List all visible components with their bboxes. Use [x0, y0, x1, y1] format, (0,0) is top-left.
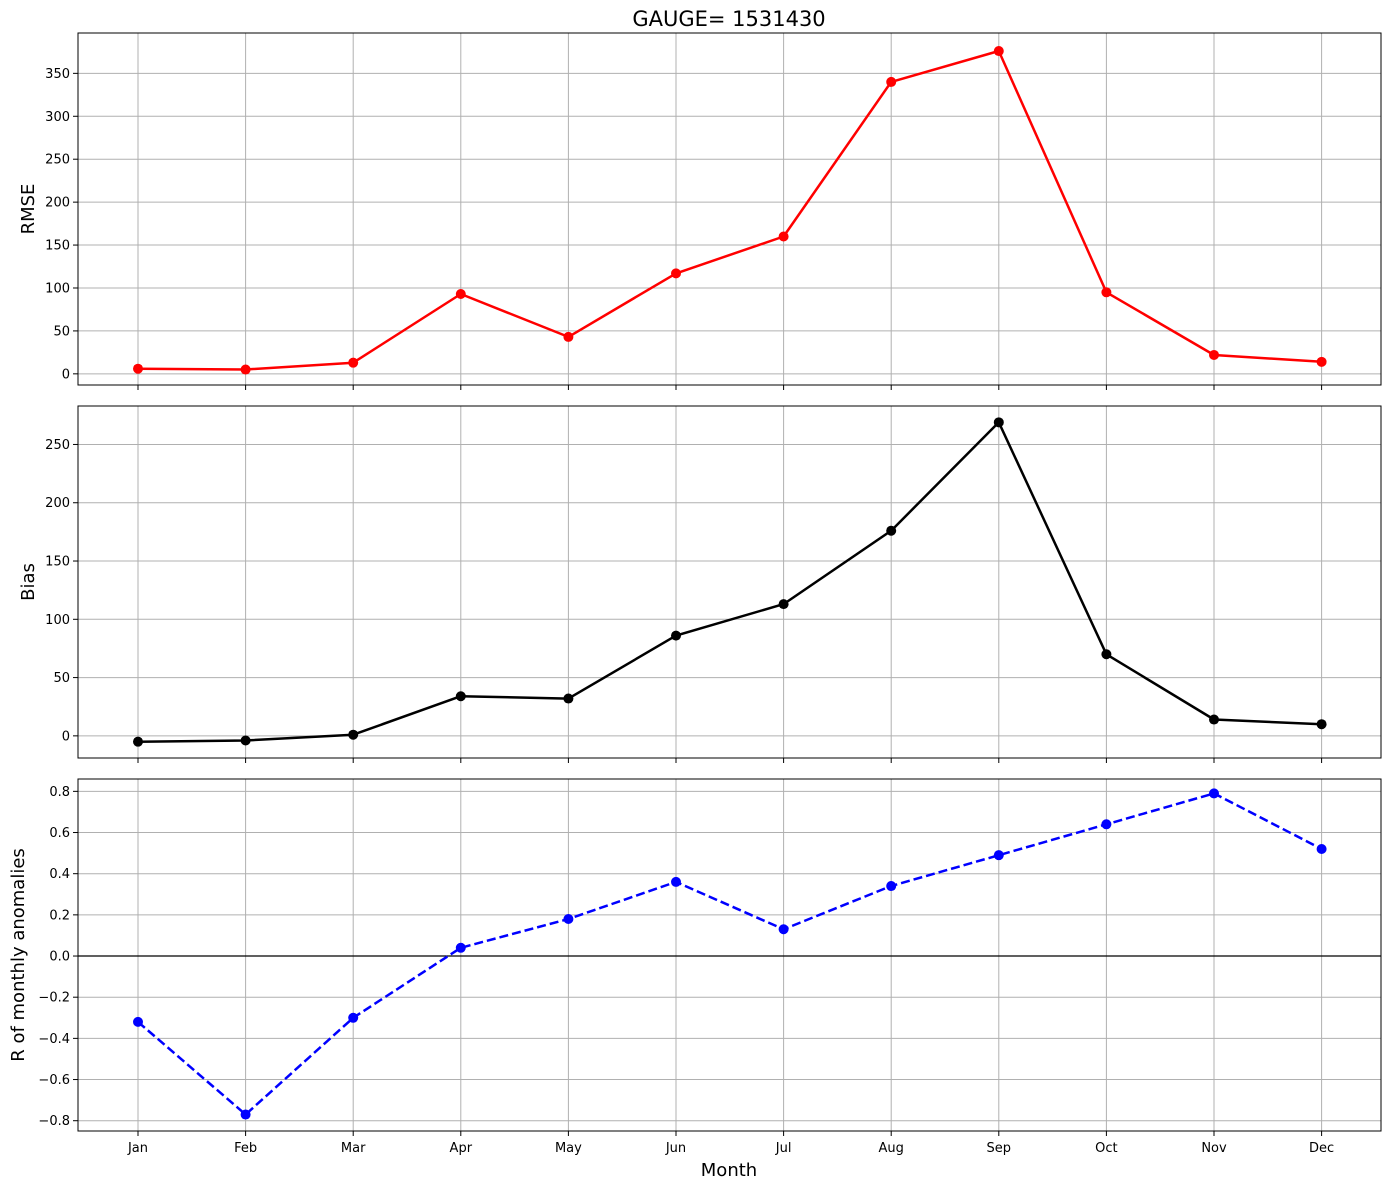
rmse-ytick-label: 300	[45, 110, 70, 125]
correlation-point-apr	[455, 942, 466, 953]
bias-point-aug	[886, 525, 897, 536]
rmse-point-jul	[778, 231, 789, 242]
correlation-point-jan	[133, 1016, 143, 1027]
bias-point-oct	[1101, 649, 1112, 660]
xtick-label-jan: Jan	[127, 1141, 148, 1156]
bias-point-feb	[240, 735, 251, 746]
xtick-label-jun: Jun	[665, 1141, 686, 1156]
bias-ytick-label: 250	[45, 438, 70, 453]
rmse-point-aug	[886, 76, 897, 87]
x-axis-label: Month	[701, 1160, 757, 1181]
rmse-panel: 0 50 100 150 200 250 300 350 RMSE	[18, 32, 1382, 390]
xtick-label-dec: Dec	[1309, 1141, 1334, 1156]
rmse-axes-frame	[77, 32, 1382, 386]
correlation-point-aug	[886, 881, 897, 892]
bias-ytick-label: 200	[45, 496, 70, 511]
xtick-label-jul: Jul	[775, 1141, 792, 1156]
bias-point-jan	[133, 736, 143, 747]
correlation-point-may	[563, 913, 574, 924]
correlation-ytick-label: 0.6	[49, 826, 70, 841]
correlation-ytick-label: 0.2	[49, 908, 70, 923]
rmse-point-feb	[240, 364, 251, 375]
correlation-point-mar	[348, 1012, 359, 1023]
correlation-axes-frame	[77, 778, 1382, 1132]
xtick-label-feb: Feb	[234, 1141, 257, 1156]
bias-ytick-label: 100	[45, 613, 70, 628]
correlation-ytick-label: 0.4	[49, 867, 70, 882]
rmse-point-sep	[993, 46, 1004, 57]
correlation-point-dec	[1316, 843, 1327, 854]
xtick-label-oct: Oct	[1095, 1141, 1117, 1156]
rmse-point-mar	[348, 357, 359, 368]
bias-y-axis-label: Bias	[18, 563, 39, 601]
correlation-point-feb	[240, 1109, 251, 1120]
rmse-point-apr	[455, 288, 466, 299]
correlation-point-jun	[671, 876, 681, 887]
correlation-panel: −0.8 −0.6 −0.4 −0.2 0.0 0.2 0.4 0.6 0.8 Jan Feb Mar…	[8, 778, 1382, 1156]
rmse-point-jun	[671, 268, 681, 279]
bias-ytick-label: 150	[45, 555, 70, 570]
bias-point-sep	[993, 417, 1004, 428]
rmse-ytick-label: 350	[45, 67, 70, 82]
bias-point-may	[563, 693, 574, 704]
rmse-ytick-label: 200	[45, 196, 70, 211]
rmse-series-line	[137, 49, 1322, 371]
bias-point-jun	[671, 630, 681, 641]
bias-axes-frame	[77, 405, 1382, 759]
bias-point-apr	[455, 691, 466, 702]
correlation-ytick-label: −0.2	[38, 991, 70, 1006]
rmse-y-axis-label: RMSE	[18, 184, 39, 235]
correlation-ytick-label: 0.0	[49, 950, 70, 965]
bias-panel: 0 50 100 150 200 250 Bias	[18, 405, 1382, 763]
xtick-label-nov: Nov	[1201, 1141, 1227, 1156]
bias-point-dec	[1316, 719, 1327, 730]
correlation-ytick-label: 0.8	[49, 785, 70, 800]
xtick-label-aug: Aug	[879, 1141, 904, 1156]
xtick-label-may: May	[555, 1141, 582, 1156]
rmse-point-jan	[133, 363, 143, 374]
bias-point-mar	[348, 729, 359, 740]
bias-ytick-label: 0	[62, 729, 70, 744]
correlation-ytick-label: −0.6	[38, 1073, 70, 1088]
xtick-label-mar: Mar	[341, 1141, 366, 1156]
correlation-point-oct	[1101, 819, 1112, 830]
correlation-ytick-label: −0.8	[38, 1114, 70, 1129]
figure-title: GAUGE= 1531430	[632, 7, 825, 31]
correlation-point-nov	[1209, 788, 1219, 799]
bias-point-jul	[778, 599, 789, 610]
bias-point-nov	[1209, 714, 1219, 725]
rmse-point-oct	[1101, 287, 1112, 298]
rmse-point-nov	[1209, 349, 1219, 360]
rmse-ytick-label: 100	[45, 281, 70, 296]
correlation-series-line	[137, 792, 1323, 1116]
xtick-label-sep: Sep	[987, 1141, 1012, 1156]
bias-series-line	[137, 421, 1322, 743]
xtick-label-apr: Apr	[450, 1141, 473, 1156]
correlation-ytick-label: −0.4	[38, 1032, 70, 1047]
correlation-y-axis-label: R of monthly anomalies	[8, 848, 29, 1062]
bias-ytick-label: 50	[53, 671, 70, 686]
rmse-ytick-label: 50	[53, 324, 70, 339]
rmse-point-may	[563, 331, 574, 342]
rmse-ytick-label: 0	[62, 367, 70, 382]
rmse-ytick-label: 150	[45, 239, 70, 254]
correlation-point-jul	[778, 924, 789, 935]
rmse-ytick-label: 250	[45, 153, 70, 168]
correlation-point-sep	[993, 850, 1004, 861]
rmse-point-dec	[1316, 356, 1327, 367]
